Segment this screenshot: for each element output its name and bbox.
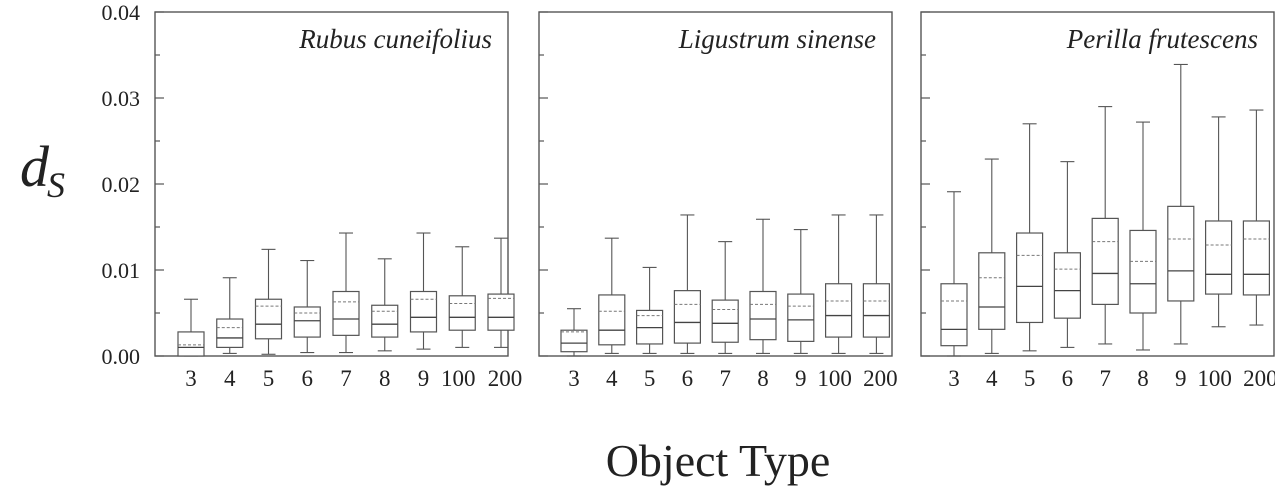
x-tick-label: 6 [302, 366, 314, 391]
iqr-box [1015, 232, 1044, 324]
x-tick-label: 8 [1137, 366, 1149, 391]
x-tick-label: 4 [606, 366, 618, 391]
x-tick-label: 9 [1175, 366, 1187, 391]
x-tick-label: 200 [1243, 366, 1275, 391]
panel-1: Rubus cuneifolius 3 4 5 6 7 8 9 100 200 [154, 11, 523, 391]
box-8 [749, 218, 777, 354]
iqr-box [332, 290, 360, 336]
box-200 [862, 214, 891, 354]
box-100 [448, 246, 476, 348]
y-tick-label: 0.00 [102, 344, 141, 369]
box-5 [635, 266, 664, 354]
x-tick-label: 5 [644, 366, 656, 391]
box-3 [560, 308, 588, 357]
box-8 [371, 258, 399, 352]
y-tick-label: 0.04 [102, 0, 141, 25]
box-7 [711, 241, 739, 354]
x-tick-label: 9 [795, 366, 807, 391]
box-100 [1204, 116, 1233, 328]
x-tick-label: 4 [224, 366, 236, 391]
y-tick-label: 0.02 [102, 172, 141, 197]
box-200 [1242, 109, 1271, 326]
x-tick-label: 9 [418, 366, 430, 391]
iqr-box [940, 283, 968, 347]
iqr-box [1091, 217, 1119, 305]
iqr-box [749, 290, 777, 341]
iqr-box [598, 294, 626, 346]
box-6 [1053, 161, 1082, 348]
x-tick-label: 100 [817, 366, 852, 391]
iqr-box [487, 293, 515, 331]
box-4 [598, 237, 626, 354]
x-tick-label: 200 [488, 366, 523, 391]
box-6 [673, 214, 702, 354]
box-3 [940, 191, 968, 357]
x-tick-label: 8 [379, 366, 391, 391]
iqr-box [862, 283, 891, 338]
y-tick-label: 0.01 [102, 258, 141, 283]
iqr-box [673, 290, 702, 344]
iqr-box [978, 252, 1006, 330]
box-9 [787, 229, 815, 354]
x-tick-label: 8 [757, 366, 769, 391]
iqr-box [711, 299, 739, 343]
x-axis-title: Object Type [606, 435, 831, 486]
box-100 [824, 214, 853, 354]
x-tick-label: 200 [863, 366, 898, 391]
iqr-box [1129, 229, 1157, 314]
box-6 [293, 259, 321, 354]
x-tick-label: 7 [719, 366, 731, 391]
iqr-box [1053, 252, 1082, 319]
iqr-box [216, 318, 244, 348]
iqr-box [824, 283, 853, 338]
box-7 [332, 232, 360, 354]
box-9 [1167, 63, 1195, 345]
y-tick-label: 0.03 [102, 86, 141, 111]
box-4 [978, 158, 1006, 354]
panel-title: Ligustrum sinense [678, 24, 876, 54]
panel-title: Perilla frutescens [1066, 24, 1258, 54]
panel-2: Ligustrum sinense 3 4 5 6 7 8 9 100 200 [538, 11, 898, 391]
iqr-box [1204, 220, 1233, 295]
x-tick-label: 7 [340, 366, 352, 391]
x-tick-label: 5 [1024, 366, 1036, 391]
box-4 [216, 277, 244, 354]
iqr-box [293, 306, 321, 338]
box-8 [1129, 121, 1157, 351]
x-tick-label: 3 [568, 366, 580, 391]
y-axis-title: d S [20, 134, 65, 205]
box-3 [177, 298, 205, 357]
iqr-box [787, 293, 815, 342]
box-7 [1091, 106, 1119, 345]
iqr-box [371, 304, 399, 338]
x-tick-label: 4 [986, 366, 998, 391]
x-tick-label: 7 [1099, 366, 1111, 391]
panel-3: Perilla frutescens 3 4 5 6 7 8 9 100 200 [920, 11, 1275, 391]
x-tick-label: 5 [263, 366, 275, 391]
y-axis-title-subscript: S [47, 165, 65, 205]
iqr-box [254, 298, 283, 340]
box-200 [487, 237, 515, 348]
iqr-box [177, 331, 205, 357]
x-tick-label: 3 [948, 366, 960, 391]
iqr-box [409, 290, 438, 333]
y-axis-title-main: d [20, 134, 50, 199]
x-tick-label: 6 [682, 366, 694, 391]
iqr-box [560, 329, 588, 353]
box-9 [409, 232, 438, 350]
panel-title: Rubus cuneifolius [298, 24, 492, 54]
y-tick-labels: 0.00 0.01 0.02 0.03 0.04 [102, 0, 141, 369]
box-5 [254, 248, 283, 355]
x-tick-label: 3 [185, 366, 197, 391]
x-tick-label: 100 [1197, 366, 1232, 391]
iqr-box [1242, 220, 1271, 296]
x-tick-label: 6 [1062, 366, 1074, 391]
box-5 [1015, 123, 1044, 352]
iqr-box [448, 295, 476, 331]
x-tick-label: 100 [441, 366, 476, 391]
iqr-box [1167, 205, 1195, 302]
